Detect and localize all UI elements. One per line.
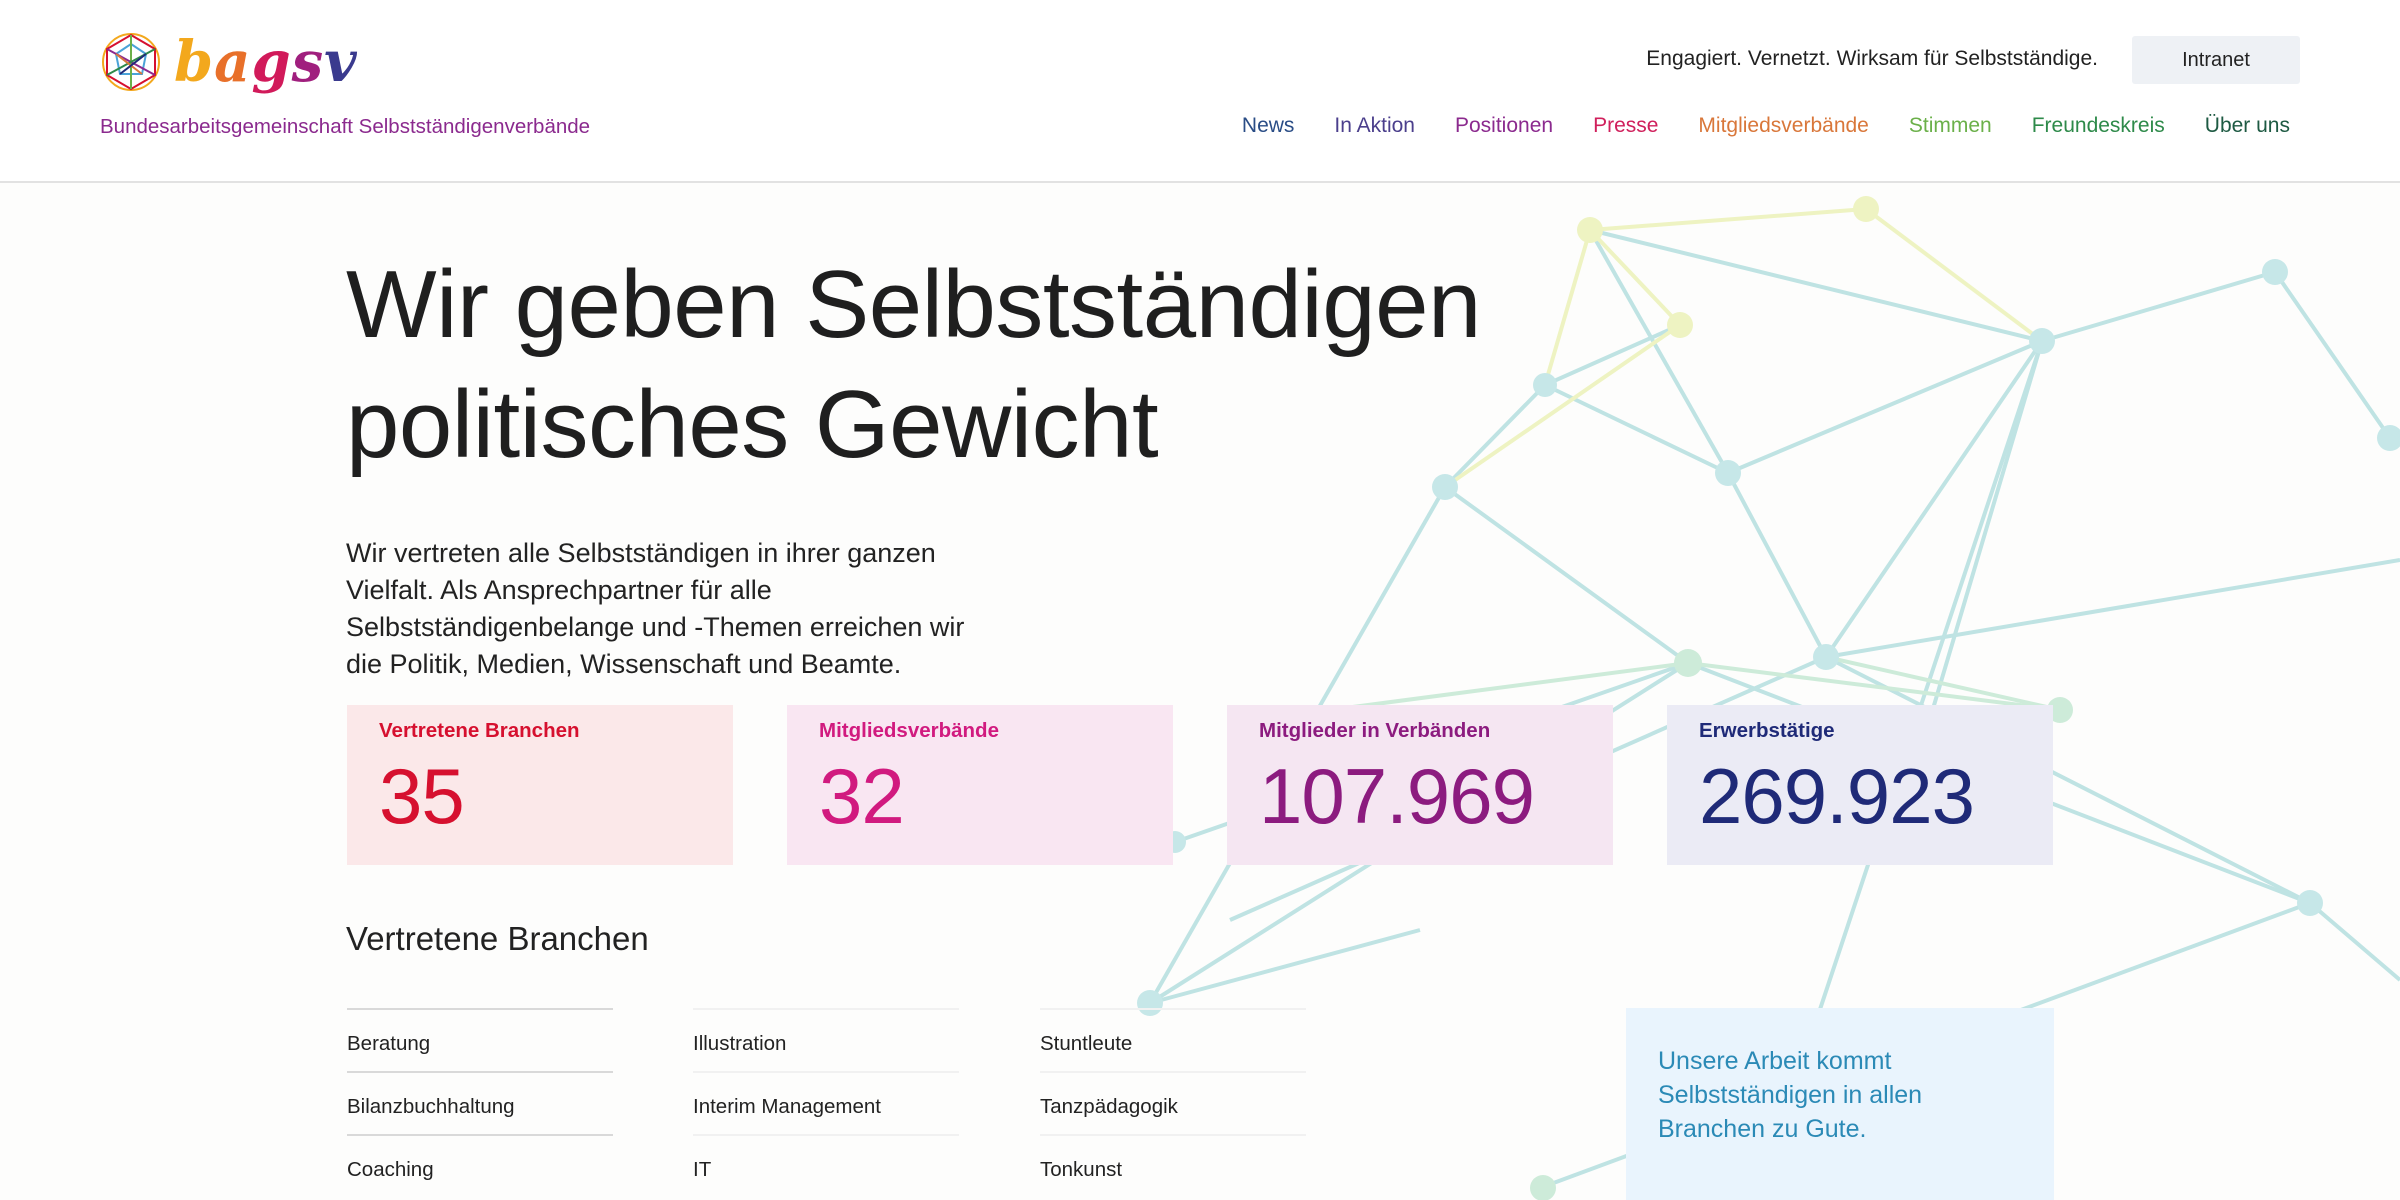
stat-value: 269.923 [1699, 752, 1975, 840]
branchen-column-1: Beratung Bilanzbuchhaltung Coaching [347, 1008, 613, 1197]
site-header: bagsv Bundesarbeitsgemeinschaft Selbstst… [0, 0, 2400, 183]
nav-item-in-aktion[interactable]: In Aktion [1334, 114, 1415, 137]
stat-value: 32 [819, 752, 905, 840]
list-item[interactable]: IT [693, 1134, 959, 1197]
list-item[interactable]: Bilanzbuchhaltung [347, 1071, 613, 1134]
stat-label: Mitglieder in Verbänden [1259, 719, 1491, 742]
info-box: Unsere Arbeit kommt Selbstständigen in a… [1626, 1008, 2054, 1200]
list-item[interactable]: Beratung [347, 1008, 613, 1071]
network-nodes-yellow [1577, 196, 1879, 338]
stat-label: Vertretene Branchen [379, 719, 580, 742]
stat-label: Erwerbstätige [1699, 719, 1835, 742]
stat-card-branchen: Vertretene Branchen 35 [347, 705, 733, 865]
list-item[interactable]: Interim Management [693, 1071, 959, 1134]
org-name: Bundesarbeitsgemeinschaft Selbstständige… [100, 115, 591, 138]
stat-card-mitgliedsverbaende: Mitgliedsverbände 32 [787, 705, 1173, 865]
logo-wordmark: bagsv [174, 34, 358, 90]
branchen-column-3: Stuntleute Tanzpädagogik Tonkunst [1040, 1008, 1306, 1197]
stat-card-erwerbstaetige: Erwerbstätige 269.923 [1667, 705, 2053, 865]
network-lines-green [1329, 655, 2061, 712]
hero-title-line-2: politisches Gewicht [346, 371, 1159, 478]
list-item[interactable]: Illustration [693, 1008, 959, 1071]
logo-letter: s [291, 29, 325, 95]
list-item[interactable]: Tanzpädagogik [1040, 1071, 1306, 1134]
logo-letter: b [174, 29, 215, 95]
hero-title: Wir geben Selbstständigen politisches Ge… [346, 245, 1481, 485]
logo-letter: a [214, 29, 252, 95]
nav-item-freundeskreis[interactable]: Freundeskreis [2031, 114, 2165, 137]
info-box-text: Unsere Arbeit kommt Selbstständigen in a… [1658, 1047, 1923, 1143]
nav-item-positionen[interactable]: Positionen [1454, 114, 1554, 137]
logo-letter: g [251, 29, 292, 95]
list-item[interactable]: Stuntleute [1040, 1008, 1306, 1071]
header-slogan: Engagiert. Vernetzt. Wirksam für Selbsts… [1646, 47, 2098, 70]
nav-item-mitgliedsverbaende[interactable]: Mitgliedsverbände [1698, 114, 1869, 137]
intranet-button[interactable]: Intranet [2132, 36, 2300, 84]
nav-item-presse[interactable]: Presse [1593, 114, 1659, 137]
main-nav: News In Aktion Positionen Presse Mitglie… [1242, 114, 2290, 138]
network-nodes [1137, 259, 2400, 1016]
network-lines-yellow [1443, 207, 2044, 489]
logo-link[interactable]: bagsv [100, 30, 358, 94]
branchen-column-2: Illustration Interim Management IT [693, 1008, 959, 1197]
branchen-heading: Vertretene Branchen [346, 920, 649, 957]
list-item[interactable]: Tonkunst [1040, 1134, 1306, 1197]
stat-value: 35 [379, 752, 465, 840]
list-item[interactable]: Coaching [347, 1134, 613, 1197]
globe-logo-icon [102, 33, 160, 91]
stat-value: 107.969 [1259, 752, 1535, 840]
hero-title-line-1: Wir geben Selbstständigen [346, 251, 1481, 358]
nav-item-news[interactable]: News [1241, 114, 1295, 137]
hero-description: Wir vertreten alle Selbstständigen in ih… [346, 538, 965, 679]
nav-item-ueber-uns[interactable]: Über uns [2204, 114, 2290, 137]
stat-card-mitglieder: Mitglieder in Verbänden 107.969 [1227, 705, 1613, 865]
network-nodes-green [1530, 649, 2073, 1200]
stat-label: Mitgliedsverbände [819, 719, 999, 742]
nav-item-stimmen[interactable]: Stimmen [1908, 114, 1992, 137]
logo-letter: v [324, 29, 358, 95]
